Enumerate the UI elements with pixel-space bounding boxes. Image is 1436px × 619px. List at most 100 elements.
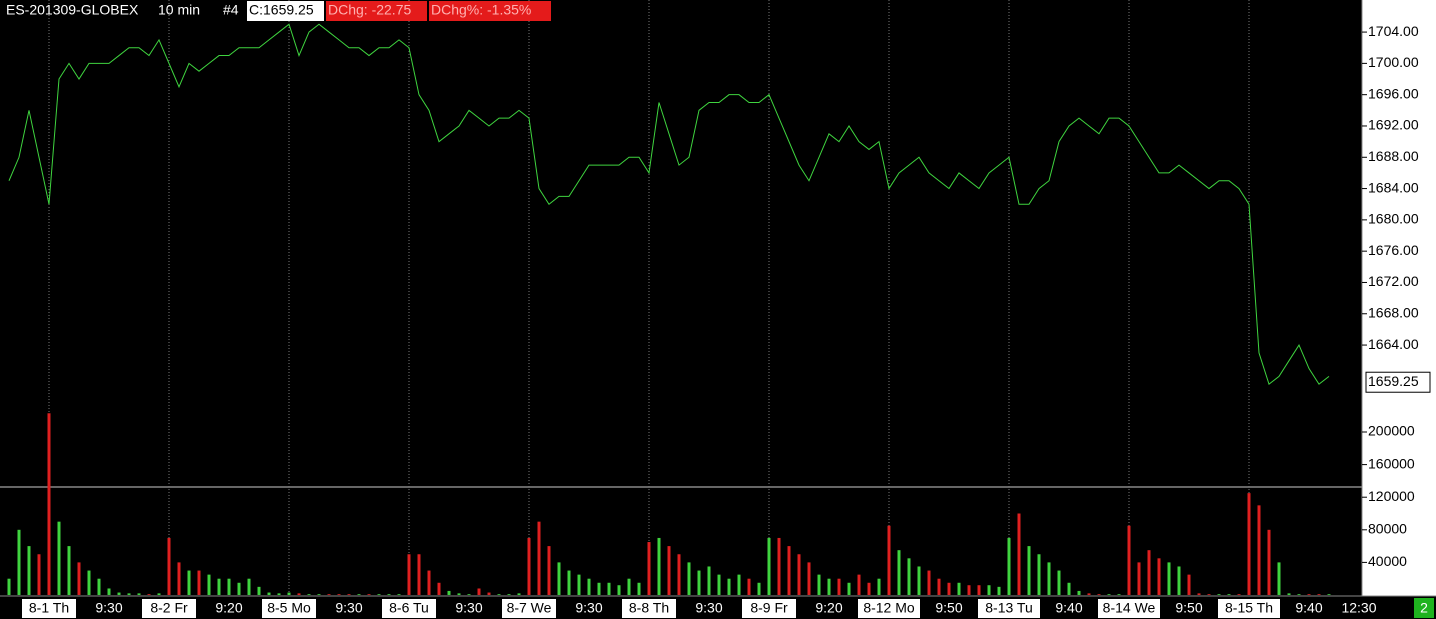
volume-bar (777, 537, 781, 595)
last-value-box (1365, 371, 1431, 393)
x-tick-label: 8-1 Th (29, 600, 69, 616)
volume-bar (817, 574, 821, 595)
volume-bar (1147, 550, 1151, 595)
volume-bar (397, 594, 401, 595)
volume-bar (737, 574, 741, 595)
volume-bar (987, 585, 991, 595)
volume-bar (1207, 594, 1211, 595)
volume-bar (1297, 594, 1301, 595)
x-tick-label: 8-8 Th (629, 600, 669, 616)
volume-bar (1257, 505, 1261, 595)
volume-bar (1077, 590, 1081, 595)
volume-bar (67, 546, 71, 595)
day-label-box (1098, 599, 1160, 618)
day-label-box (382, 599, 436, 618)
volume-bar (577, 574, 581, 595)
volume-bar (167, 537, 171, 595)
last-value: 1659.25 (1368, 373, 1419, 389)
close: C:1659.25 (249, 2, 314, 18)
volume-bar (117, 592, 121, 595)
volume-bar (477, 588, 481, 595)
volume-bar (887, 525, 891, 595)
volume-bar (657, 537, 661, 595)
volume-bar (417, 554, 421, 595)
volume-bar (997, 586, 1001, 595)
volume-bar (907, 558, 911, 595)
volume-bar (697, 570, 701, 595)
volume-bar (647, 542, 651, 595)
y2-tick-label: 200000 (1368, 423, 1415, 439)
volume-bar (127, 593, 131, 595)
day-label-box (22, 599, 76, 618)
volume-bar (177, 562, 181, 595)
volume-bar (457, 593, 461, 595)
volume-bar (1037, 554, 1041, 595)
chart-id: #4 (223, 2, 239, 18)
y-tick-label: 1688.00 (1368, 148, 1419, 164)
volume-bar (557, 562, 561, 595)
volume-bar (677, 554, 681, 595)
volume-bar (447, 590, 451, 595)
volume-bar (517, 593, 521, 595)
x-tick-label: 8-13 Tu (985, 600, 1032, 616)
volume-bar (597, 582, 601, 595)
volume-bar (107, 588, 111, 595)
volume-bar (507, 594, 511, 595)
day-label-box (978, 599, 1040, 618)
day-label-box (622, 599, 676, 618)
volume-bar (1087, 593, 1091, 595)
y-tick-label: 1684.00 (1368, 179, 1419, 195)
volume-bar (1237, 594, 1241, 595)
price-line (8, 23, 1330, 386)
day-label-box (1218, 599, 1280, 618)
y-tick-label: 1680.00 (1368, 211, 1419, 227)
volume-bar (617, 585, 621, 595)
volume-bar (1217, 594, 1221, 595)
volume-bar (377, 594, 381, 595)
volume-bar (1277, 562, 1281, 595)
volume-bar (1117, 594, 1121, 595)
y-tick-label: 1668.00 (1368, 304, 1419, 320)
volume-bar (607, 582, 611, 595)
dchg-box (326, 1, 427, 21)
volume-bar (17, 529, 21, 595)
volume-bar (547, 546, 551, 595)
volume-bar (1227, 594, 1231, 595)
day-label-box (142, 599, 196, 618)
x-tick-label: 12:30 (1341, 600, 1376, 616)
x-tick-label: 9:30 (575, 600, 602, 616)
volume-bar (1097, 594, 1101, 595)
x-tick-label: 9:40 (1055, 600, 1082, 616)
volume-bar (537, 521, 541, 595)
volume-bar (407, 554, 411, 595)
y-tick-label: 1672.00 (1368, 273, 1419, 289)
volume-bar (1307, 594, 1311, 595)
volume-bar (1047, 562, 1051, 595)
y-tick-label: 1676.00 (1368, 242, 1419, 258)
volume-bar (717, 574, 721, 595)
volume-bar (1067, 582, 1071, 595)
x-tick-label: 8-14 We (1103, 600, 1156, 616)
volume-bar (257, 586, 261, 595)
day-label-box (742, 599, 796, 618)
volume-bar (237, 582, 241, 595)
volume-bar (687, 562, 691, 595)
volume-bar (1007, 537, 1011, 595)
dchg-pct-box (429, 1, 551, 21)
x-tick-label: 8-5 Mo (267, 600, 311, 616)
x-tick-label: 8-2 Fr (150, 600, 188, 616)
badge: 2 (1420, 600, 1428, 616)
volume-bar (527, 537, 531, 595)
y2-tick-label: 40000 (1368, 553, 1407, 569)
volume-bar (197, 570, 201, 595)
volume-bar (1157, 558, 1161, 595)
volume-bar (1317, 594, 1321, 595)
volume-bar (587, 578, 591, 595)
volume-bar (747, 578, 751, 595)
volume-bar (437, 582, 441, 595)
y-tick-label: 1700.00 (1368, 54, 1419, 70)
volume-bar (1187, 574, 1191, 595)
header: ES-201309-GLOBEX 10 min #4 C:1659.25 DCh… (6, 1, 551, 21)
volume-bar (277, 593, 281, 595)
